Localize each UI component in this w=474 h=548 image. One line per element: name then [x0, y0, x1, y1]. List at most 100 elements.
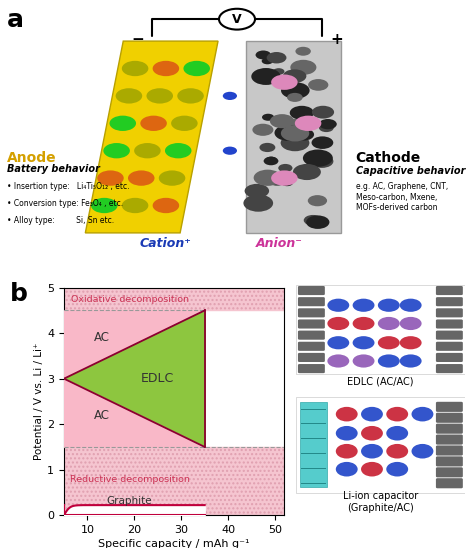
Circle shape: [219, 9, 255, 30]
FancyBboxPatch shape: [298, 319, 325, 329]
Circle shape: [267, 52, 286, 64]
Circle shape: [128, 170, 155, 186]
Circle shape: [312, 106, 334, 118]
FancyBboxPatch shape: [436, 402, 463, 412]
Circle shape: [245, 184, 269, 198]
Circle shape: [171, 116, 198, 131]
Circle shape: [328, 299, 349, 312]
Circle shape: [303, 150, 333, 167]
Circle shape: [270, 114, 294, 128]
Circle shape: [159, 170, 185, 186]
FancyBboxPatch shape: [296, 397, 465, 493]
Circle shape: [378, 355, 400, 368]
FancyBboxPatch shape: [298, 297, 325, 306]
Text: Reductive decomposition: Reductive decomposition: [70, 475, 190, 484]
Circle shape: [290, 106, 314, 120]
Circle shape: [122, 61, 148, 76]
Circle shape: [262, 58, 273, 64]
Circle shape: [295, 116, 321, 131]
Circle shape: [336, 444, 358, 459]
Circle shape: [91, 198, 118, 213]
Text: Capacitive behavior: Capacitive behavior: [356, 165, 465, 176]
Circle shape: [400, 299, 421, 312]
Circle shape: [134, 143, 161, 158]
Circle shape: [259, 143, 275, 152]
FancyBboxPatch shape: [298, 286, 325, 295]
Circle shape: [291, 60, 317, 75]
Circle shape: [140, 116, 167, 131]
Circle shape: [311, 136, 333, 149]
Circle shape: [306, 215, 329, 229]
Circle shape: [411, 407, 433, 421]
FancyBboxPatch shape: [436, 330, 463, 340]
Circle shape: [378, 299, 400, 312]
Circle shape: [353, 299, 374, 312]
Polygon shape: [246, 41, 341, 233]
Text: +: +: [330, 32, 343, 47]
FancyBboxPatch shape: [436, 297, 463, 306]
Text: Cation⁺: Cation⁺: [140, 237, 192, 250]
FancyBboxPatch shape: [436, 353, 463, 362]
Circle shape: [400, 336, 421, 349]
Circle shape: [308, 195, 327, 206]
Circle shape: [146, 88, 173, 104]
Circle shape: [109, 116, 136, 131]
Circle shape: [336, 407, 358, 421]
Y-axis label: Potential / V vs. Li / Li⁺: Potential / V vs. Li / Li⁺: [34, 342, 45, 460]
Circle shape: [400, 317, 421, 330]
Circle shape: [122, 198, 148, 213]
Text: EDLC (AC/AC): EDLC (AC/AC): [347, 376, 414, 386]
Text: • Alloy type:         Si, Sn etc.: • Alloy type: Si, Sn etc.: [7, 216, 114, 225]
Circle shape: [255, 50, 271, 59]
Circle shape: [378, 336, 400, 349]
Circle shape: [283, 70, 306, 83]
Circle shape: [103, 143, 130, 158]
Circle shape: [361, 407, 383, 421]
Circle shape: [254, 170, 282, 186]
FancyBboxPatch shape: [436, 286, 463, 295]
FancyBboxPatch shape: [436, 446, 463, 455]
Circle shape: [278, 164, 292, 172]
Text: Anion⁻: Anion⁻: [256, 237, 303, 250]
Circle shape: [361, 444, 383, 459]
Text: Oxidative decomposition: Oxidative decomposition: [71, 295, 189, 304]
X-axis label: Specific capacity / mAh g⁻¹: Specific capacity / mAh g⁻¹: [99, 539, 250, 548]
Circle shape: [97, 170, 124, 186]
FancyBboxPatch shape: [436, 364, 463, 373]
Circle shape: [244, 195, 273, 212]
Circle shape: [251, 68, 281, 85]
FancyBboxPatch shape: [298, 309, 325, 317]
Circle shape: [177, 88, 204, 104]
Circle shape: [308, 79, 328, 91]
FancyBboxPatch shape: [436, 342, 463, 351]
Circle shape: [386, 407, 408, 421]
Text: EDLC: EDLC: [141, 372, 174, 385]
Circle shape: [153, 198, 179, 213]
Circle shape: [353, 355, 374, 368]
Circle shape: [304, 215, 322, 226]
FancyBboxPatch shape: [300, 402, 327, 487]
Text: Anode: Anode: [7, 151, 57, 165]
Circle shape: [274, 125, 302, 141]
Circle shape: [273, 68, 284, 75]
Circle shape: [319, 123, 334, 132]
Text: Graphite: Graphite: [107, 495, 153, 506]
Circle shape: [116, 88, 142, 104]
Circle shape: [361, 462, 383, 477]
Circle shape: [400, 355, 421, 368]
Text: V: V: [232, 13, 242, 26]
Circle shape: [361, 426, 383, 441]
Circle shape: [318, 121, 332, 129]
FancyBboxPatch shape: [436, 424, 463, 433]
Circle shape: [287, 93, 303, 102]
Circle shape: [328, 317, 349, 330]
Circle shape: [165, 143, 191, 158]
FancyBboxPatch shape: [298, 330, 325, 340]
Text: Li-ion capacitor
(Graphite/AC): Li-ion capacitor (Graphite/AC): [343, 491, 418, 512]
FancyBboxPatch shape: [436, 467, 463, 477]
Circle shape: [153, 61, 179, 76]
FancyBboxPatch shape: [436, 309, 463, 317]
Circle shape: [281, 125, 309, 141]
Circle shape: [252, 124, 273, 136]
FancyBboxPatch shape: [436, 456, 463, 466]
